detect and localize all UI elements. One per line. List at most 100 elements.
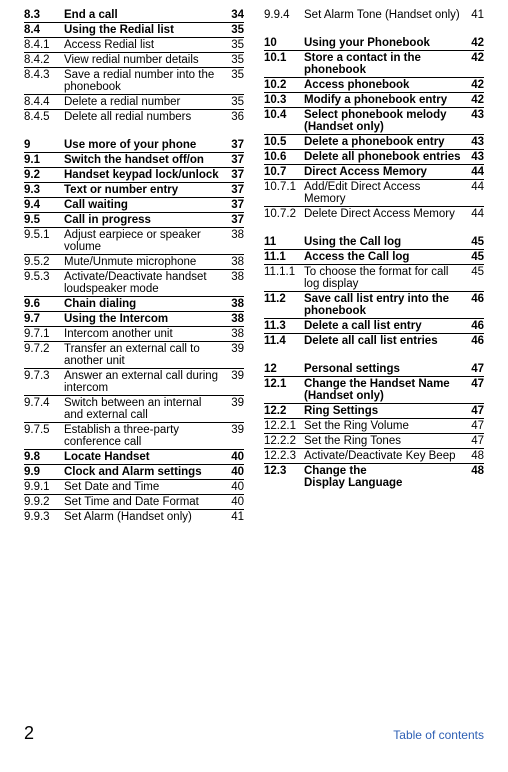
toc-section: 9.7.4 xyxy=(24,397,64,409)
toc-title: View redial number details xyxy=(64,54,226,66)
toc-section: 12.2.2 xyxy=(264,435,304,447)
toc-section: 9.9.4 xyxy=(264,9,304,21)
toc-row: 9.7Using the Intercom38 xyxy=(24,311,244,326)
toc-row: 10.7Direct Access Memory44 xyxy=(264,164,484,179)
toc-page: 42 xyxy=(466,52,484,64)
toc-section: 11.2 xyxy=(264,293,304,305)
toc-row: 10.5Delete a phonebook entry43 xyxy=(264,134,484,149)
toc-row: 9.5.1Adjust earpiece or speaker volume38 xyxy=(24,227,244,254)
toc-title: Set Alarm (Handset only) xyxy=(64,511,226,523)
toc-page: 46 xyxy=(466,320,484,332)
toc-page: 35 xyxy=(226,39,244,51)
toc-page: 45 xyxy=(466,266,484,278)
toc-page: 47 xyxy=(466,435,484,447)
toc-section: 9.4 xyxy=(24,199,64,211)
toc-row: 9.9.4Set Alarm Tone (Handset only)41 xyxy=(264,8,484,22)
toc-section: 10.3 xyxy=(264,94,304,106)
toc-row: 11.2Save call list entry into the phoneb… xyxy=(264,291,484,318)
toc-title: Access phonebook xyxy=(304,79,466,91)
toc-page: 35 xyxy=(226,69,244,81)
toc-title: Select phonebook melody (Handset only) xyxy=(304,109,466,133)
toc-title: Clock and Alarm settings xyxy=(64,466,226,478)
toc-page: 41 xyxy=(466,9,484,21)
footer: 2 Table of contents xyxy=(24,723,484,744)
toc-row: 9.9.2Set Time and Date Format40 xyxy=(24,494,244,509)
toc-section: 8.3 xyxy=(24,9,64,21)
page-number: 2 xyxy=(24,723,34,744)
toc-section: 11.1.1 xyxy=(264,266,304,278)
toc-title: Adjust earpiece or speaker volume xyxy=(64,229,226,253)
toc-title: To choose the format for call log displa… xyxy=(304,266,466,290)
toc-page: 37 xyxy=(226,184,244,196)
toc-page: 37 xyxy=(226,169,244,181)
toc-section: 9.5.1 xyxy=(24,229,64,241)
toc-page: 46 xyxy=(466,293,484,305)
toc-page: 39 xyxy=(226,424,244,436)
toc-section: 12 xyxy=(264,363,304,375)
toc-page: 37 xyxy=(226,154,244,166)
toc-section: 9 xyxy=(24,139,64,151)
toc-title: Access the Call log xyxy=(304,251,466,263)
toc-title: Activate/Deactivate handset loudspeaker … xyxy=(64,271,226,295)
toc-title: Direct Access Memory xyxy=(304,166,466,178)
toc-row: 9.7.2Transfer an external call to anothe… xyxy=(24,341,244,368)
toc-row: 8.3End a call34 xyxy=(24,8,244,22)
toc-section: 10.7.1 xyxy=(264,181,304,193)
toc-row: 12Personal settings47 xyxy=(264,362,484,376)
toc-row: 10.7.2Delete Direct Access Memory44 xyxy=(264,206,484,221)
toc-section: 10.4 xyxy=(264,109,304,121)
toc-title: Store a contact in the phonebook xyxy=(304,52,466,76)
toc-row: 8.4.3Save a redial number into the phone… xyxy=(24,67,244,94)
toc-column-right: 9.9.4Set Alarm Tone (Handset only)4110Us… xyxy=(264,8,484,524)
toc-row: 9Use more of your phone37 xyxy=(24,138,244,152)
toc-page: 40 xyxy=(226,481,244,493)
toc-title: Transfer an external call to another uni… xyxy=(64,343,226,367)
toc-section: 9.9.2 xyxy=(24,496,64,508)
toc-section: 12.2 xyxy=(264,405,304,417)
toc-section: 10.5 xyxy=(264,136,304,148)
toc-section: 12.3 xyxy=(264,465,304,477)
toc-section: 9.2 xyxy=(24,169,64,181)
toc-title: Personal settings xyxy=(304,363,466,375)
toc-section: 9.7.1 xyxy=(24,328,64,340)
toc-row: 8.4.5Delete all redial numbers36 xyxy=(24,109,244,124)
toc-page: 44 xyxy=(466,181,484,193)
toc-page: 38 xyxy=(226,328,244,340)
toc-row: 11.1.1To choose the format for call log … xyxy=(264,264,484,291)
toc-row: 10.7.1Add/Edit Direct Access Memory44 xyxy=(264,179,484,206)
toc-row: 12.2Ring Settings47 xyxy=(264,403,484,418)
toc-section: 9.8 xyxy=(24,451,64,463)
toc-row: 9.5Call in progress37 xyxy=(24,212,244,227)
toc-row: 9.7.4Switch between an internal and exte… xyxy=(24,395,244,422)
toc-page: 42 xyxy=(466,94,484,106)
toc-section: 9.5.2 xyxy=(24,256,64,268)
toc-section: 9.7.2 xyxy=(24,343,64,355)
toc-row: 8.4.2View redial number details35 xyxy=(24,52,244,67)
toc-page: 40 xyxy=(226,466,244,478)
toc-title: Change the Handset Name (Handset only) xyxy=(304,378,466,402)
toc-page: 47 xyxy=(466,363,484,375)
toc-row: 9.2Handset keypad lock/unlock37 xyxy=(24,167,244,182)
spacer xyxy=(24,124,244,138)
toc-section: 12.1 xyxy=(264,378,304,390)
toc-page: 37 xyxy=(226,214,244,226)
toc-page: 38 xyxy=(226,271,244,283)
spacer xyxy=(264,348,484,362)
toc-row: 9.7.5Establish a three-party conference … xyxy=(24,422,244,449)
toc-section: 10.6 xyxy=(264,151,304,163)
toc-row: 9.7.3Answer an external call during inte… xyxy=(24,368,244,395)
toc-page: 42 xyxy=(466,79,484,91)
toc-page: 40 xyxy=(226,451,244,463)
toc-section: 8.4.3 xyxy=(24,69,64,81)
toc-row: 12.1Change the Handset Name (Handset onl… xyxy=(264,376,484,403)
toc-section: 9.6 xyxy=(24,298,64,310)
toc-title: Set Time and Date Format xyxy=(64,496,226,508)
toc-section: 9.3 xyxy=(24,184,64,196)
toc-row: 9.8Locate Handset40 xyxy=(24,449,244,464)
toc-title: Mute/Unmute microphone xyxy=(64,256,226,268)
toc-page: 48 xyxy=(466,465,484,477)
toc-page: 37 xyxy=(226,139,244,151)
toc-title: Set Alarm Tone (Handset only) xyxy=(304,9,466,21)
spacer xyxy=(264,22,484,36)
toc-row: 9.3Text or number entry37 xyxy=(24,182,244,197)
